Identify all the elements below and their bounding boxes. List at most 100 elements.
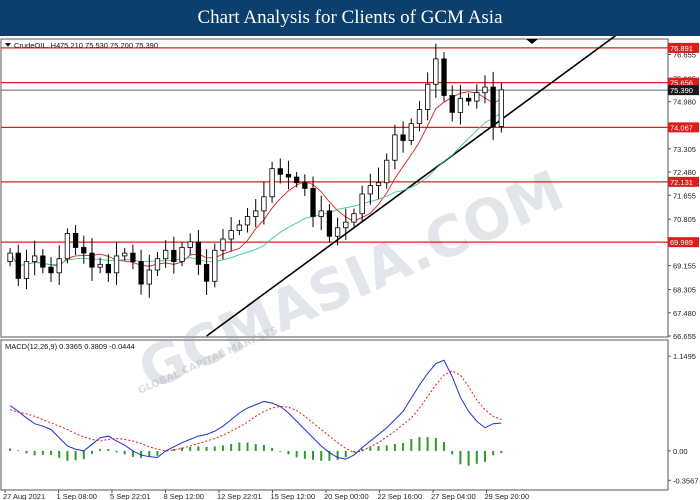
macd-histogram-bar: [254, 443, 257, 451]
price-tick-label: 76.655: [673, 51, 696, 60]
time-axis: 27 Aug 2021 1 Sep 08:00 5 Sep 22:01 8 Sep 1…: [3, 490, 529, 500]
candle-body: [203, 263, 210, 282]
candle-body: [244, 216, 251, 226]
candle-body: [375, 182, 382, 186]
macd-tick-label: 0.00: [673, 447, 688, 456]
macd-histogram-bar: [328, 450, 331, 461]
candle-body: [302, 182, 308, 189]
candle-body: [474, 92, 480, 102]
macd-histogram-bar: [344, 450, 347, 458]
candle-body: [433, 58, 439, 85]
macd-histogram-bar: [434, 438, 437, 451]
macd-histogram-bar: [181, 447, 184, 451]
macd-histogram-bar: [99, 448, 102, 451]
time-tick-label: 1 Sep 08:00: [57, 492, 97, 500]
candle-body: [187, 241, 193, 248]
candle-body: [318, 210, 324, 217]
macd-histogram-bar: [410, 439, 413, 451]
candle-body: [179, 247, 185, 262]
current-price-tag: [668, 85, 699, 96]
candle-body: [261, 196, 267, 212]
candle-body: [384, 159, 390, 184]
macd-plot: [9, 359, 503, 466]
candle-body: [48, 266, 54, 274]
macd-histogram-bar: [58, 450, 61, 458]
candle-body: [269, 168, 275, 198]
price-tick-label: 71.655: [673, 191, 696, 200]
macd-tick-label: -0.3567: [673, 476, 698, 485]
macd-histogram-bar: [41, 450, 44, 455]
candle-body: [40, 255, 46, 268]
macd-histogram-bar: [148, 450, 151, 457]
candle-body: [294, 176, 300, 184]
page-title: Chart Analysis for Clients of GCM Asia: [197, 7, 503, 28]
macd-histogram-bar: [369, 447, 372, 451]
candle-body: [449, 95, 455, 113]
macd-histogram-bar: [418, 437, 421, 451]
time-tick-label: 15 Sep 12:00: [271, 492, 316, 500]
symbol-dropdown-icon[interactable]: [5, 43, 11, 47]
candle-body: [7, 252, 13, 262]
horizontal-levels: [1, 47, 668, 243]
macd-histogram-bar: [189, 446, 192, 451]
macd-histogram-bar: [475, 450, 478, 464]
candle-body: [425, 83, 431, 110]
macd-histogram-bar: [230, 443, 233, 451]
current-price-label: 75.390: [670, 86, 693, 95]
candle-body: [220, 238, 226, 251]
macd-histogram-bar: [197, 446, 200, 451]
macd-histogram-bar: [352, 450, 355, 453]
macd-histogram-bar: [115, 450, 118, 453]
time-tick-label: 8 Sep 12:00: [164, 492, 204, 500]
candle-body: [163, 249, 169, 260]
macd-histogram-bar: [140, 450, 143, 458]
candle-body: [343, 221, 349, 229]
macd-histogram-bar: [295, 450, 298, 458]
candle-body: [64, 233, 71, 260]
price-tick-label: 69.155: [673, 262, 696, 271]
macd-line: [9, 359, 502, 460]
candle-body: [392, 134, 398, 161]
candle-body: [441, 58, 447, 96]
symbol-label: CrudeOIL..H4: [14, 41, 60, 50]
candle-body: [416, 109, 423, 125]
time-tick-label: 29 Sep 20:00: [485, 492, 530, 500]
macd-histogram-bar: [279, 450, 282, 452]
macd-histogram-bar: [336, 450, 339, 460]
time-tick-label: 27 Sep 04:00: [431, 492, 476, 500]
candle-body: [138, 261, 144, 285]
macd-histogram-bar: [483, 450, 486, 462]
macd-histogram-bar: [33, 450, 36, 456]
candle-body: [465, 97, 472, 102]
candle-body: [81, 247, 87, 254]
candle-body: [310, 187, 316, 217]
macd-histogram-bar: [74, 450, 77, 461]
candle-body: [482, 86, 488, 94]
macd-histogram-bar: [221, 445, 224, 451]
macd-title: MACD(12,26,9) 0.3365 0.3809 -0.0444: [5, 342, 135, 351]
level-tag: [668, 122, 699, 133]
level-tag-label: 74.067: [670, 123, 693, 132]
level-tag: [668, 42, 699, 53]
header-banner: Chart Analysis for Clients of GCM Asia: [0, 0, 700, 36]
candle-body: [32, 255, 38, 262]
candle-body: [359, 193, 365, 215]
macd-histogram-bar: [246, 442, 249, 451]
candle-body: [326, 210, 333, 237]
candle-body: [89, 252, 95, 268]
candle-body: [15, 252, 21, 279]
macd-histogram-bar: [213, 446, 216, 451]
time-tick-label: 27 Aug 2021: [3, 492, 45, 500]
candle-body: [498, 89, 504, 127]
macd-panel-frame: [0, 339, 669, 491]
chart-area: GCMASIA.COM GLOBAL CAPITAL MARKETS 76.65…: [0, 36, 699, 500]
level-tag: [668, 237, 699, 248]
candle-body: [113, 255, 120, 274]
candle-body: [212, 249, 218, 282]
macd-histogram-bar: [312, 450, 315, 460]
candle-body: [351, 213, 357, 223]
macd-histogram-bar: [287, 450, 290, 455]
macd-histogram-bar: [9, 448, 12, 451]
time-tick-label: 20 Sep 00:00: [324, 492, 369, 500]
macd-histogram-bar: [271, 447, 274, 451]
